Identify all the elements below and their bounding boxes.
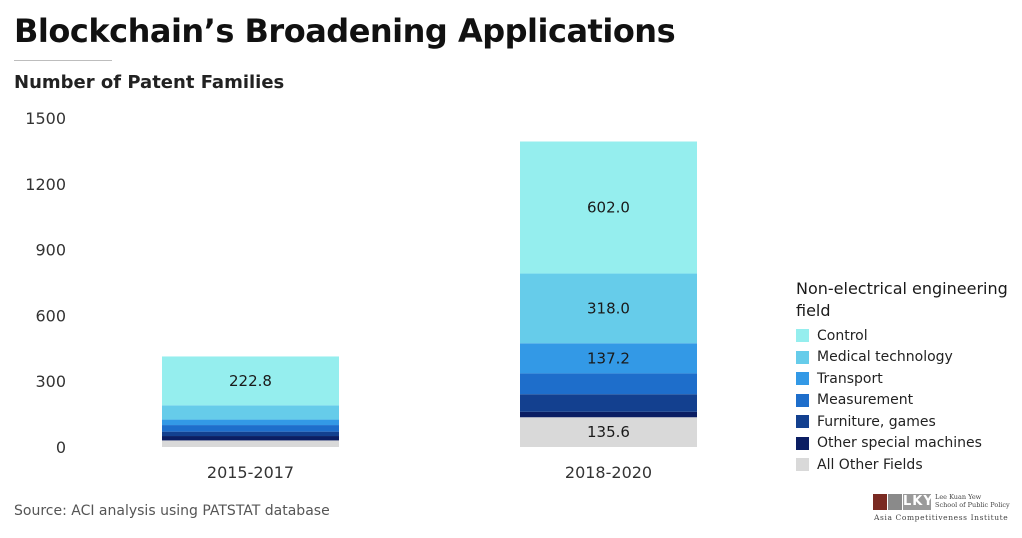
legend-label: Transport bbox=[817, 370, 883, 387]
bar-segment bbox=[162, 425, 339, 432]
source-note: Source: ACI analysis using PATSTAT datab… bbox=[14, 503, 330, 519]
bar-segment bbox=[520, 411, 697, 418]
bar-segment bbox=[162, 356, 339, 406]
data-label: 602.0 bbox=[587, 199, 630, 217]
legend-title: Non-electrical engineering field bbox=[796, 279, 1008, 320]
y-tick-label: 0 bbox=[56, 438, 66, 457]
aci-logo: LKY Lee Kuan Yew School of Public Policy… bbox=[873, 494, 1013, 526]
legend-item: Transport bbox=[796, 368, 1016, 390]
logo-line-3: Asia Competitiveness Institute bbox=[874, 513, 1009, 522]
bar-segment bbox=[162, 431, 339, 437]
legend-swatch bbox=[796, 458, 809, 472]
legend-swatch bbox=[796, 393, 809, 407]
stacked-bar-chart: 0 300 600 900 1200 1500 222.8 2015-2017 135.6 137… bbox=[25, 109, 697, 482]
legend-label: Furniture, games bbox=[817, 413, 936, 430]
bar-segment bbox=[162, 405, 339, 420]
x-category-label: 2018-2020 bbox=[565, 463, 652, 482]
chart-title: Blockchain’s Broadening Applications bbox=[14, 12, 676, 50]
data-label: 222.8 bbox=[229, 372, 272, 390]
legend-items: Control Medical technology Transport Measur… bbox=[796, 325, 1016, 476]
legend-item: Medical technology bbox=[796, 347, 1016, 369]
legend-label: Medical technology bbox=[817, 349, 953, 366]
bar-segment bbox=[520, 273, 697, 344]
chart-subtitle: Number of Patent Families bbox=[14, 72, 285, 93]
legend-swatch bbox=[796, 329, 809, 343]
x-category-label: 2015-2017 bbox=[207, 463, 294, 482]
legend-label: All Other Fields bbox=[817, 456, 923, 473]
legend-label: Other special machines bbox=[817, 435, 982, 452]
legend: Non-electrical engineering field Control… bbox=[796, 278, 1016, 476]
bar-segment bbox=[162, 440, 339, 447]
legend-item: Furniture, games bbox=[796, 411, 1016, 433]
legend-swatch bbox=[796, 372, 809, 386]
data-label: 135.6 bbox=[587, 423, 630, 441]
legend-item: All Other Fields bbox=[796, 454, 1016, 476]
legend-item: Measurement bbox=[796, 390, 1016, 412]
bar-segment bbox=[162, 436, 339, 441]
y-tick-label: 900 bbox=[35, 241, 66, 260]
y-tick-label: 300 bbox=[35, 372, 66, 391]
logo-red-block bbox=[873, 494, 887, 510]
bar-segment bbox=[520, 373, 697, 395]
legend-item: Control bbox=[796, 325, 1016, 347]
legend-item: Other special machines bbox=[796, 433, 1016, 455]
y-tick-label: 1500 bbox=[25, 109, 66, 128]
bar-segment bbox=[520, 394, 697, 412]
legend-swatch bbox=[796, 436, 809, 450]
title-underline bbox=[14, 60, 112, 61]
data-label: 137.2 bbox=[587, 349, 630, 367]
logo-mark: LKY bbox=[903, 494, 934, 510]
y-tick-label: 1200 bbox=[25, 175, 66, 194]
bar-segment bbox=[162, 419, 339, 426]
data-label: 318.0 bbox=[587, 299, 630, 317]
bar-segment bbox=[520, 141, 697, 274]
logo-line-1: Lee Kuan Yew bbox=[935, 493, 982, 501]
legend-swatch bbox=[796, 350, 809, 364]
bar-segment bbox=[520, 417, 697, 447]
legend-label: Control bbox=[817, 327, 868, 344]
legend-swatch bbox=[796, 415, 809, 429]
legend-label: Measurement bbox=[817, 392, 914, 409]
logo-line-2: School of Public Policy bbox=[935, 501, 1010, 509]
y-tick-label: 600 bbox=[35, 306, 66, 325]
bar-segment bbox=[520, 343, 697, 374]
logo-grey-block bbox=[888, 494, 902, 510]
